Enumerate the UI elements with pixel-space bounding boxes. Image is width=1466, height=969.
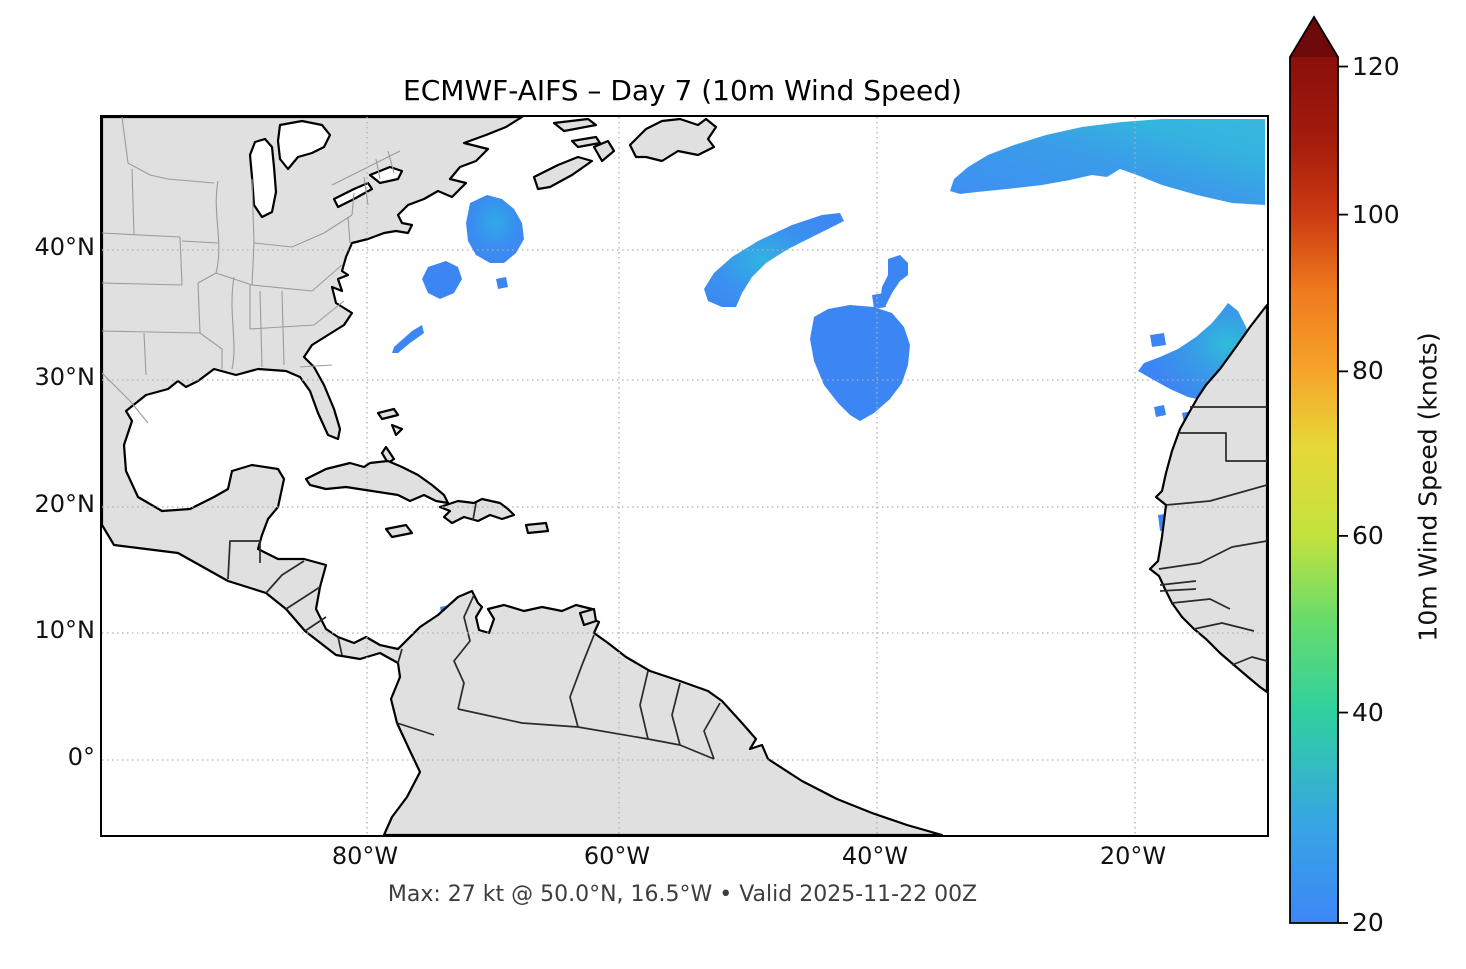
lake-erie (332, 181, 374, 209)
wind-patch-comma-patch (880, 255, 908, 305)
x-tick-label: 80°W (331, 842, 399, 870)
y-tick-label: 10°N (34, 616, 96, 644)
west-africa (1148, 303, 1267, 694)
newfoundland (628, 117, 718, 163)
colorbar-tick-label: 80 (1352, 356, 1384, 386)
nova-scotia (532, 155, 594, 191)
border-col-ven (453, 594, 475, 710)
border-africa-3 (1165, 484, 1267, 506)
border-haiti-dr (472, 502, 477, 521)
border-pan-col (397, 648, 403, 664)
border-hon-nic (285, 586, 321, 610)
wind-speed-shading (392, 119, 1265, 619)
cape-breton (592, 139, 616, 163)
wind-patch-nj-offshore-patch (422, 261, 462, 299)
wind-patch-central-blob-nub (872, 293, 886, 309)
colorbar-outline (1289, 15, 1339, 924)
border-africa-5 (1171, 598, 1231, 610)
y-tick-label: 30°N (34, 363, 96, 391)
border-gambia (1159, 580, 1197, 592)
lake-michigan (248, 137, 278, 219)
border-slv-hnd (265, 560, 305, 594)
wind-patch-mid-atlantic-streak (704, 213, 844, 307)
border-africa-6 (1193, 622, 1255, 632)
colorbar-tick-label: 20 (1352, 908, 1384, 937)
cuba (304, 459, 450, 505)
map-svg (102, 117, 1267, 835)
x-tick-label: 20°W (1099, 842, 1167, 870)
y-tick-label: 40°N (34, 233, 96, 261)
border-guy-sur (639, 670, 649, 740)
wind-patch-north-atlantic-swath (950, 119, 1265, 205)
wind-patch-gulf-of-maine-patch (466, 195, 524, 263)
x-tick-label: 60°W (583, 842, 651, 870)
figure-title: ECMWF-AIFS – Day 7 (10m Wind Speed) (403, 74, 962, 107)
anticosti-island (552, 117, 598, 133)
figure-caption: Max: 27 kt @ 50.0°N, 16.5°W • Valid 2025… (387, 882, 978, 907)
border-col-ecu (396, 722, 435, 736)
colorbar-tick-label: 40 (1352, 697, 1384, 727)
border-cr-pan (337, 636, 343, 656)
colorbar-tick-label: 120 (1352, 51, 1400, 81)
prince-edward-island (570, 135, 602, 149)
country-borders (227, 406, 1267, 760)
us-state-borders (102, 117, 401, 424)
wind-patch-central-atlantic-blob (810, 305, 910, 421)
colorbar-tick-marks (1338, 65, 1348, 924)
wind-patch-canary-speck-2 (1154, 405, 1166, 417)
jamaica (384, 523, 414, 539)
border-frg-bra (703, 702, 721, 760)
colorbar (1284, 10, 1374, 930)
border-guatemala (227, 540, 261, 580)
wind-patch-carolina-streak (392, 325, 424, 353)
colorbar-gradient-bar (1290, 57, 1338, 923)
border-brazil-north (457, 708, 715, 760)
border-ven-guy (569, 634, 595, 728)
wind-patch-offshore-speck (496, 277, 508, 289)
border-sur-frg (671, 682, 681, 746)
border-africa-2 (1180, 432, 1267, 462)
colorbar-tick-label: 60 (1352, 520, 1384, 550)
border-africa-4 (1158, 540, 1267, 570)
lake-huron (276, 119, 332, 171)
bahamas-2 (390, 423, 404, 437)
puerto-rico (524, 521, 550, 535)
graticule-gridlines (102, 117, 1267, 835)
colorbar-over-arrow (1290, 17, 1338, 57)
bahamas-1 (376, 407, 400, 421)
y-tick-label: 20°N (34, 490, 96, 518)
basemap-land (102, 117, 1267, 835)
x-tick-label: 40°W (841, 842, 909, 870)
border-nic-cr (304, 616, 327, 632)
map-plot-area (100, 115, 1269, 837)
colorbar-axis-label: 10m Wind Speed (knots) (1413, 332, 1443, 642)
border-africa-7 (1231, 656, 1267, 666)
wind-patch-canary-speck-1 (1150, 333, 1166, 347)
trinidad (578, 607, 598, 627)
colorbar-svg (1289, 15, 1348, 924)
colorbar-tick-label: 100 (1352, 199, 1400, 229)
y-tick-label: 0° (67, 743, 95, 771)
hispaniola (438, 497, 516, 525)
